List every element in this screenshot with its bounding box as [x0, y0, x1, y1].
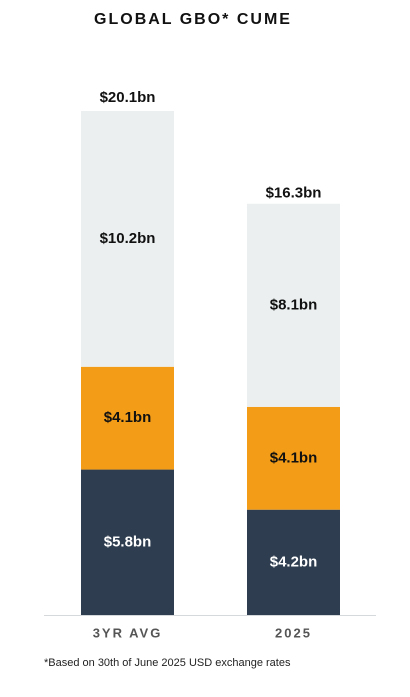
total-label: $16.3bn — [266, 184, 322, 201]
segment-label: $10.2bn — [100, 230, 156, 247]
segment-label: $4.2bn — [270, 553, 318, 570]
bar-segment — [247, 203, 340, 407]
bar-segment — [81, 469, 174, 615]
x-tick-label: 2025 — [275, 625, 312, 640]
total-label: $20.1bn — [100, 89, 156, 106]
bar-segment — [81, 111, 174, 367]
segment-label: $4.1bn — [270, 449, 318, 466]
footnote: *Based on 30th of June 2025 USD exchange… — [44, 657, 291, 669]
segment-label: $8.1bn — [270, 296, 318, 313]
segment-label: $5.8bn — [104, 533, 152, 550]
bar-segment — [81, 366, 174, 470]
segment-label: $4.1bn — [104, 409, 152, 426]
chart-title: GLOBAL GBO* CUME — [94, 11, 292, 28]
bar-segment — [247, 406, 340, 510]
x-tick-label: 3YR AVG — [93, 625, 163, 640]
bar-segment — [247, 509, 340, 615]
